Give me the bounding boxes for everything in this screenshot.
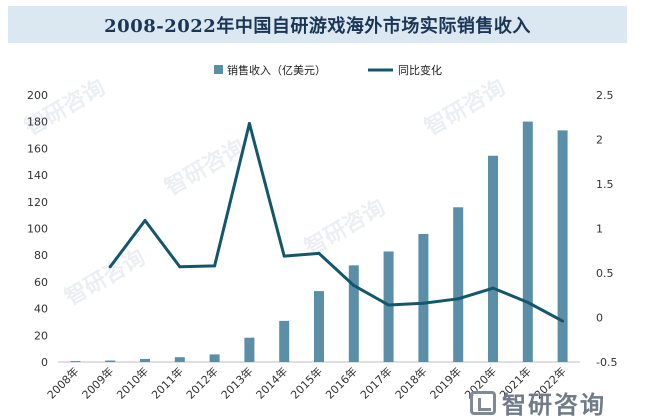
growth-point	[352, 283, 356, 287]
x-tick-label: 2010年	[114, 364, 151, 401]
growth-point	[213, 264, 217, 268]
growth-line	[109, 121, 564, 323]
growth-point	[178, 265, 182, 269]
bar	[522, 121, 533, 362]
legend-line-label: 同比变化	[398, 63, 442, 77]
legend-bar-label: 销售收入（亿美元）	[227, 63, 326, 77]
x-tick-label: 2016年	[322, 364, 359, 401]
x-tick-label: 2009年	[79, 364, 116, 401]
bar	[105, 360, 116, 362]
y-left-tick-label: 160	[27, 142, 48, 155]
growth-point	[317, 251, 321, 255]
bar	[383, 251, 394, 362]
growth-point	[561, 319, 565, 323]
growth-point	[282, 254, 286, 258]
y-left-tick-label: 200	[27, 89, 48, 102]
y-left-tick-label: 80	[34, 249, 48, 262]
y-left-tick-label: 100	[27, 223, 48, 236]
bar	[244, 337, 255, 362]
y-left-tick-label: 20	[34, 329, 48, 342]
growth-point	[456, 297, 460, 301]
y-left-tick-label: 120	[27, 196, 48, 209]
bar	[70, 361, 81, 362]
y-left-tick-label: 0	[41, 356, 48, 369]
bar	[488, 155, 498, 362]
growth-point	[421, 301, 425, 305]
x-tick-label: 2014年	[253, 364, 290, 401]
brand-logo-icon	[470, 390, 496, 415]
bar	[557, 130, 568, 362]
bar	[174, 357, 185, 362]
growth-point	[108, 265, 112, 269]
bar	[418, 233, 429, 362]
growth-point	[491, 286, 495, 290]
bar	[314, 291, 324, 362]
growth-point	[143, 218, 147, 222]
y-left-tick-label: 40	[34, 303, 48, 316]
bar	[348, 265, 359, 362]
y-left-tick-label: 140	[27, 169, 48, 182]
x-tick-label: 2017年	[357, 364, 394, 401]
legend-bar-swatch	[214, 65, 223, 74]
chart-title: 2008-2022年中国自研游戏海外市场实际销售收入	[104, 15, 531, 37]
x-tick-label: 2012年	[183, 364, 220, 401]
growth-point	[387, 303, 391, 307]
x-tick-label: 2008年	[44, 364, 81, 401]
y-left-tick-label: 180	[27, 116, 48, 129]
y-right-tick-label: 0.5	[596, 267, 614, 280]
x-tick-label: 2018年	[392, 364, 429, 401]
bar	[453, 207, 464, 362]
x-tick-label: 2019年	[427, 364, 464, 401]
bar	[279, 320, 290, 362]
y-left-tick-label: 60	[34, 276, 48, 289]
x-tick-label: 2015年	[288, 364, 325, 401]
x-tick-label: 2011年	[148, 364, 185, 401]
y-right-tick-label: 0	[596, 312, 603, 325]
y-right-tick-label: 1.5	[596, 178, 614, 191]
y-right-tick-label: -0.5	[596, 356, 617, 369]
brand-logo-text: 智研咨询	[502, 391, 606, 419]
chart-title-bar: 2008-2022年中国自研游戏海外市场实际销售收入	[8, 6, 627, 43]
y-right-tick-label: 2.5	[596, 89, 614, 102]
y-right-tick-label: 2	[596, 134, 603, 147]
growth-point	[526, 300, 530, 304]
brand-logo: 智研咨询	[470, 385, 606, 420]
y-right-tick-label: 1	[596, 223, 603, 236]
bar	[140, 358, 150, 362]
bar	[209, 354, 220, 362]
growth-point	[247, 121, 251, 125]
x-tick-label: 2013年	[218, 364, 255, 401]
